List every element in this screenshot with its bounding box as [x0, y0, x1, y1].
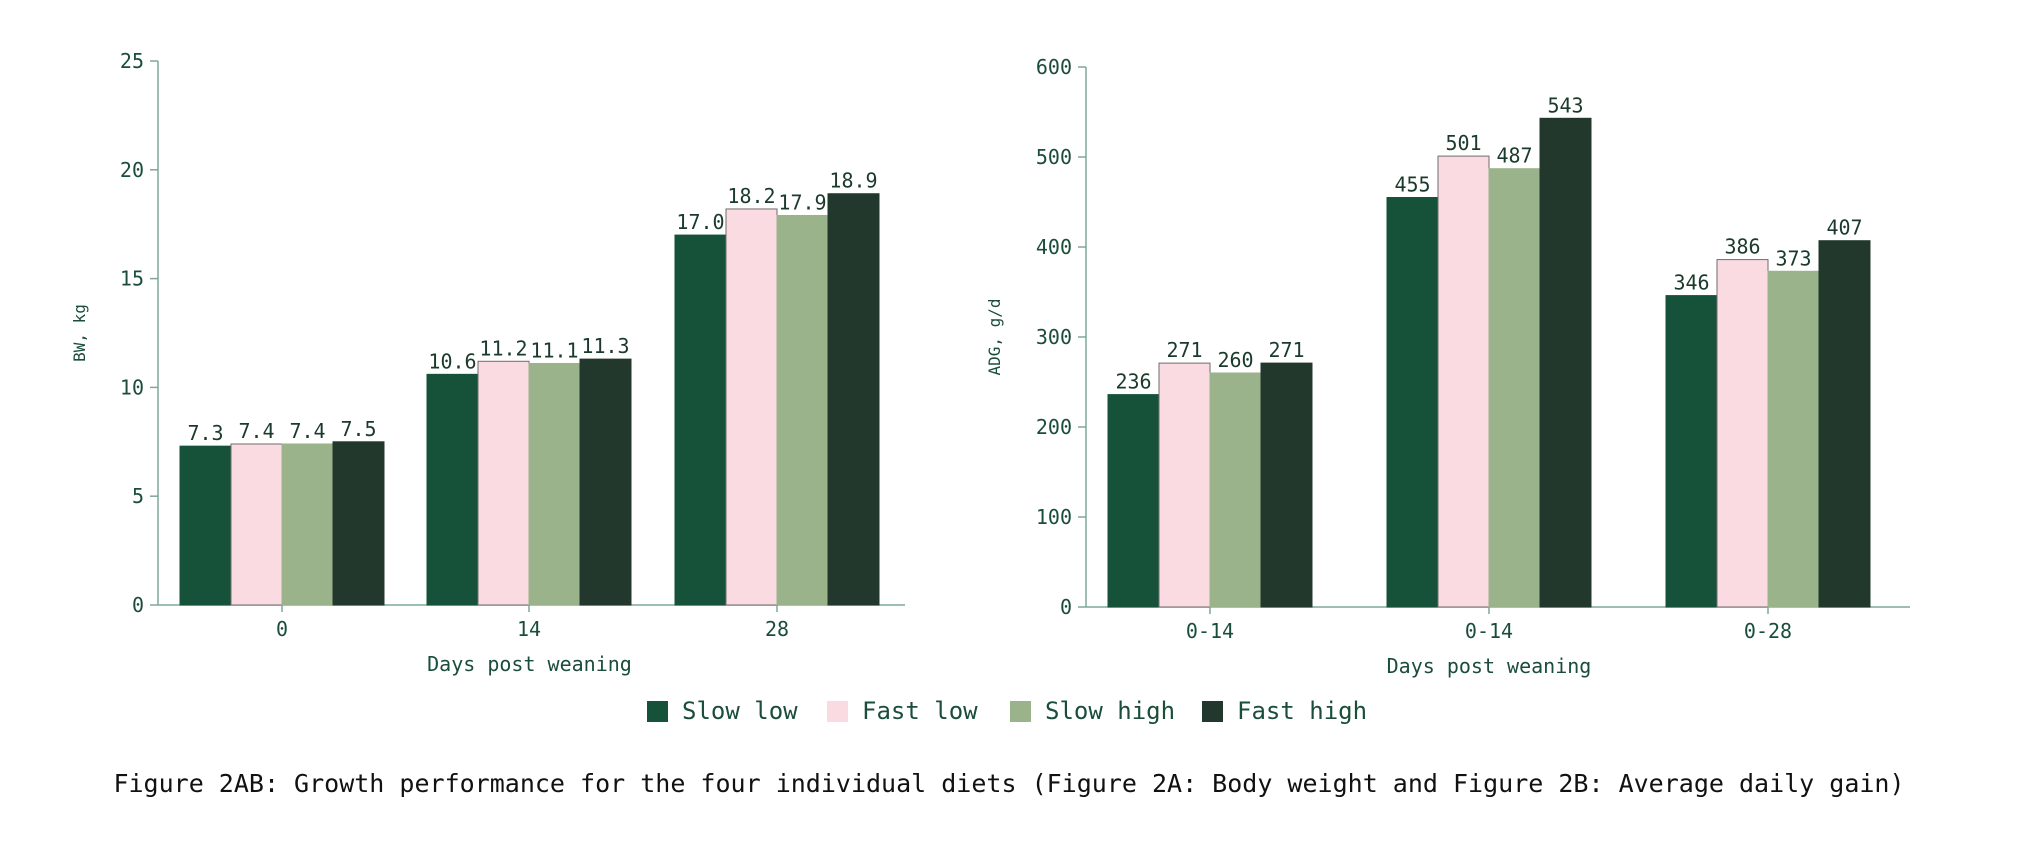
data-label: 487 — [1496, 144, 1532, 168]
bar — [1488, 168, 1541, 608]
legend-label: Fast high — [1237, 697, 1367, 725]
y-tick-label: 15 — [120, 267, 144, 291]
x-tick-label: 0-14 — [1465, 619, 1513, 643]
data-label: 455 — [1394, 173, 1430, 197]
bar — [426, 373, 479, 606]
data-label: 386 — [1724, 235, 1760, 259]
data-label: 17.0 — [676, 210, 724, 234]
bar — [1260, 362, 1313, 608]
legend-swatch — [647, 701, 668, 722]
bar — [528, 362, 581, 606]
y-axis-label: BW, kg — [70, 304, 89, 362]
legend: Slow low Fast low Slow high Fast high — [647, 697, 1367, 725]
x-tick-label: 28 — [765, 617, 789, 641]
bar — [725, 208, 778, 606]
y-tick-label: 600 — [1036, 55, 1072, 79]
data-label: 11.2 — [479, 336, 527, 360]
legend-label: Slow low — [682, 697, 798, 725]
data-label: 501 — [1445, 131, 1481, 155]
x-axis-label: Days post weaning — [427, 652, 632, 676]
bar — [827, 193, 880, 606]
bar — [1158, 362, 1211, 608]
x-tick-label: 14 — [517, 617, 541, 641]
y-tick-label: 25 — [120, 49, 144, 73]
data-label: 407 — [1826, 216, 1862, 240]
figure-caption: Figure 2AB: Growth performance for the f… — [113, 769, 1904, 798]
data-label: 7.4 — [238, 419, 274, 443]
data-label: 7.3 — [187, 421, 223, 445]
y-tick-label: 0 — [1060, 595, 1072, 619]
chart-body-weight: 05101520257.310.617.07.411.218.27.411.11… — [70, 49, 905, 676]
bar — [1209, 372, 1262, 608]
bar — [1539, 117, 1592, 608]
y-tick-label: 100 — [1036, 505, 1072, 529]
x-axis-label: Days post weaning — [1387, 654, 1592, 678]
bar — [1767, 270, 1820, 608]
data-label: 260 — [1217, 348, 1253, 372]
data-label: 7.5 — [340, 417, 376, 441]
bar — [230, 443, 283, 606]
data-label: 271 — [1268, 338, 1304, 362]
bar — [477, 360, 530, 606]
bar — [776, 214, 829, 606]
data-label: 7.4 — [289, 419, 325, 443]
bar — [674, 234, 727, 606]
data-label: 346 — [1673, 271, 1709, 295]
y-axis-label: ADG, g/d — [985, 298, 1004, 375]
x-tick-label: 0-28 — [1744, 619, 1792, 643]
legend-swatch — [827, 701, 848, 722]
bar — [1665, 295, 1718, 608]
bar — [332, 441, 385, 606]
y-tick-label: 500 — [1036, 145, 1072, 169]
data-label: 373 — [1775, 246, 1811, 270]
y-tick-label: 200 — [1036, 415, 1072, 439]
data-label: 543 — [1547, 93, 1583, 117]
data-label: 236 — [1115, 370, 1151, 394]
bar — [1437, 155, 1490, 608]
chart-average-daily-gain: 0 100 200 300 400 500 600 236 455 346 271 501 386 260… — [985, 55, 1910, 678]
data-label: 18.9 — [829, 169, 877, 193]
y-tick-label: 0 — [132, 593, 144, 617]
bar — [579, 358, 632, 606]
bar — [1818, 240, 1871, 608]
data-label: 11.3 — [581, 334, 629, 358]
data-label: 10.6 — [428, 349, 476, 373]
data-label: 271 — [1166, 338, 1202, 362]
legend-label: Slow high — [1045, 697, 1175, 725]
legend-label: Fast low — [862, 697, 978, 725]
y-tick-label: 300 — [1036, 325, 1072, 349]
bar — [179, 445, 232, 606]
y-tick-label: 20 — [120, 158, 144, 182]
bar — [1386, 197, 1439, 608]
data-label: 17.9 — [778, 190, 826, 214]
bar — [1107, 394, 1160, 608]
bar — [281, 443, 334, 606]
data-label: 18.2 — [727, 184, 775, 208]
legend-swatch — [1010, 701, 1031, 722]
y-tick-label: 10 — [120, 375, 144, 399]
bar — [1716, 259, 1769, 608]
data-label: 11.1 — [530, 338, 578, 362]
x-tick-label: 0 — [276, 617, 288, 641]
legend-swatch — [1202, 701, 1223, 722]
y-tick-label: 5 — [132, 484, 144, 508]
x-tick-label: 0-14 — [1186, 619, 1234, 643]
y-tick-label: 400 — [1036, 235, 1072, 259]
